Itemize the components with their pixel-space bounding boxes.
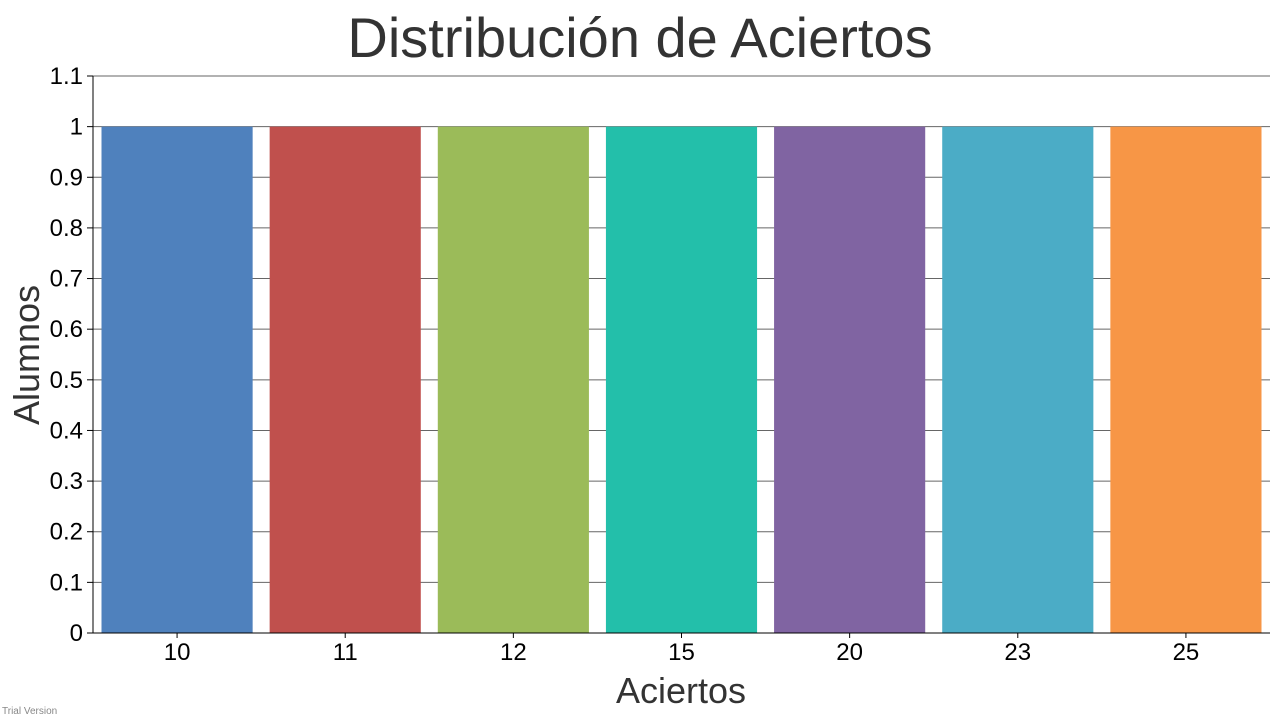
- y-tick-label: 0.7: [50, 266, 83, 293]
- bar-10: [101, 126, 253, 634]
- x-tick-label: 12: [500, 639, 527, 666]
- y-axis-ticks: 0 0.1 0.2 0.3 0.4 0.5 0.6 0.7 0.8 0.9 1 1.1: [50, 63, 93, 647]
- chart-title: Distribución de Aciertos: [347, 6, 932, 69]
- bar-15: [605, 126, 758, 634]
- y-tick-label: 0.5: [50, 367, 83, 394]
- y-tick-label: 0.1: [50, 569, 83, 596]
- y-tick-label: 0.9: [50, 164, 83, 191]
- y-tick-label: 0: [70, 620, 83, 647]
- bars: [101, 126, 1262, 634]
- bar-25: [1110, 126, 1262, 634]
- x-tick-label: 11: [333, 639, 358, 666]
- y-tick-label: 0.4: [50, 417, 83, 444]
- x-tick-label: 25: [1173, 639, 1200, 666]
- x-tick-label: 15: [668, 639, 695, 666]
- x-axis-title: Aciertos: [616, 670, 746, 711]
- trial-watermark: Trial Version: [2, 706, 58, 717]
- x-tick-label: 10: [164, 639, 191, 666]
- y-tick-label: 0.6: [50, 316, 83, 343]
- y-tick-label: 0.3: [50, 468, 83, 495]
- x-tick-label: 20: [836, 639, 863, 666]
- bar-12: [437, 126, 589, 634]
- x-axis-ticks: 10 11 12 15 20 23 25: [164, 633, 1200, 666]
- x-tick-label: 23: [1004, 639, 1031, 666]
- bar-20: [774, 126, 926, 634]
- y-tick-label: 1.1: [50, 63, 83, 90]
- y-tick-label: 1: [70, 114, 83, 141]
- y-tick-label: 0.2: [50, 519, 83, 546]
- bar-11: [269, 126, 421, 634]
- bar-23: [942, 126, 1094, 634]
- y-axis-title: Alumnos: [6, 285, 47, 425]
- y-tick-label: 0.8: [50, 215, 83, 242]
